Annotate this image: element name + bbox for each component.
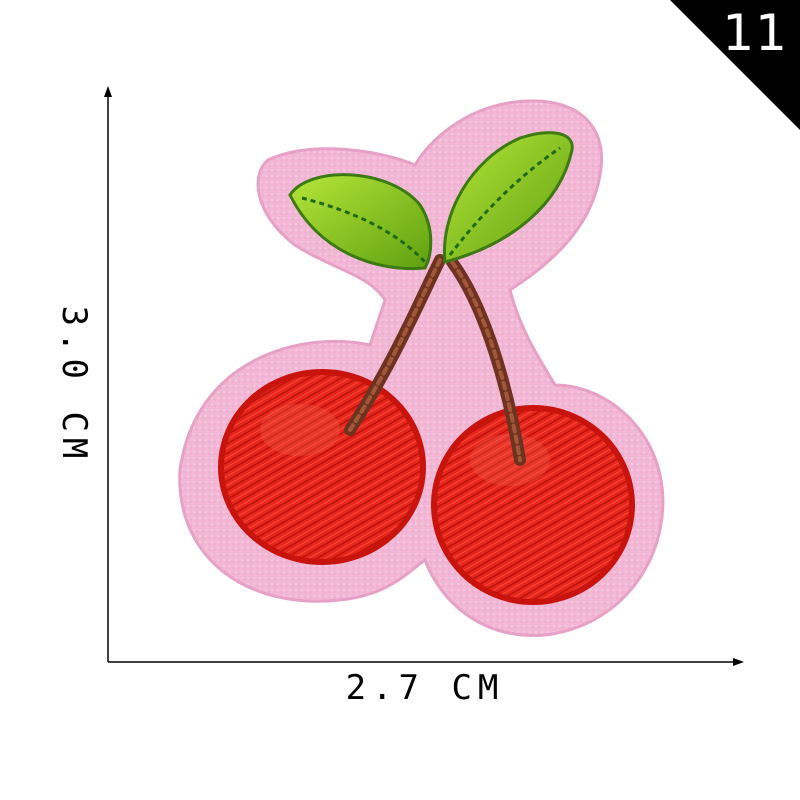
right-leaf xyxy=(442,131,574,264)
left-leaf xyxy=(288,173,433,271)
badge-number: 11 xyxy=(722,4,788,62)
left-cherry xyxy=(218,369,426,565)
vertical-axis-arrow xyxy=(104,86,112,97)
leaves xyxy=(288,131,574,271)
right-cherry xyxy=(431,405,635,605)
horizontal-axis-arrow xyxy=(733,658,744,666)
dimension-axes xyxy=(104,86,744,666)
cherry-stems xyxy=(344,254,526,466)
height-label: 3.0 CM xyxy=(54,305,94,465)
corner-badge xyxy=(670,0,800,130)
width-label: 2.7 CM xyxy=(345,668,505,708)
